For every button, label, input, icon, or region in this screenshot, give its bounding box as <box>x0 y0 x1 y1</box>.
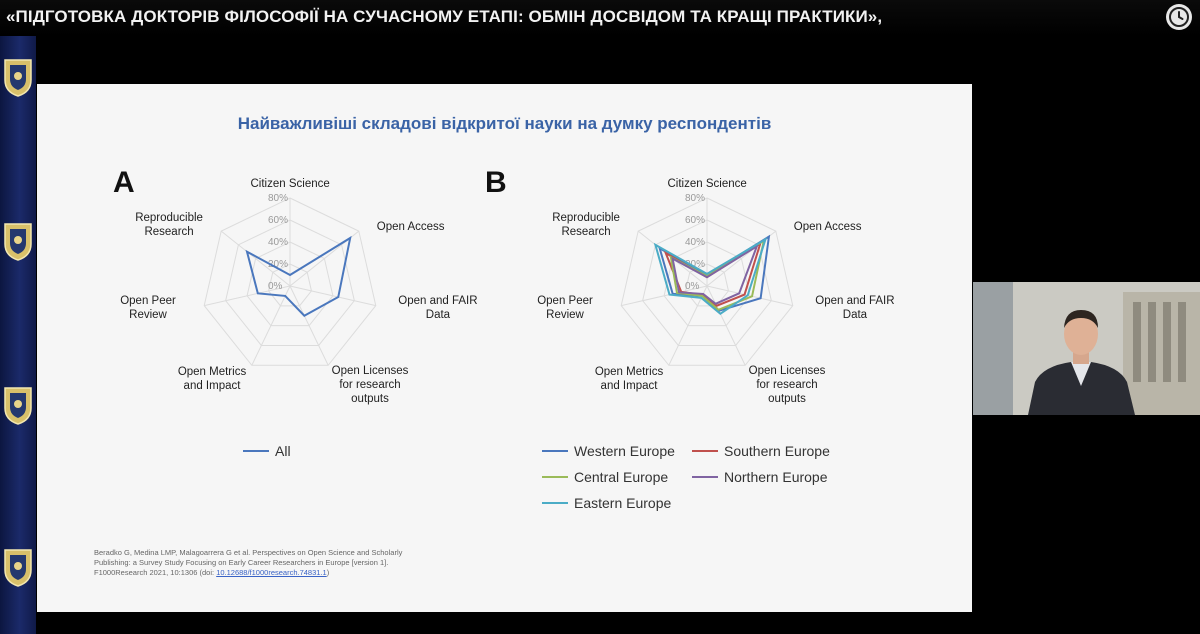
radar-axis-label: Open Metrics and Impact <box>177 366 247 393</box>
radar-axis-label: Open Access <box>376 221 445 234</box>
radar-axis-label: Open Licenses for research outputs <box>331 365 409 406</box>
radar-grid-ring <box>246 241 334 327</box>
radar-tick-label: 60% <box>685 215 705 226</box>
legend-item: Central Europe <box>542 469 668 485</box>
legend-item: Western Europe <box>542 443 675 459</box>
radar-spoke <box>204 285 291 307</box>
radar-tick-label: 60% <box>268 215 288 226</box>
legend-item: Northern Europe <box>692 469 828 485</box>
radar-axis-label: Open Peer Review <box>537 294 593 321</box>
emblem-icon <box>2 220 34 262</box>
radar-chart-b: 0% 20% 40% 60% 80% <box>620 193 794 366</box>
video-title-bar: «ПІДГОТОВКА ДОКТОРІВ ФІЛОСОФІЇ НА СУЧАСН… <box>0 0 1200 36</box>
citation-body: Beradko G, Medina LMP, Malagoarrera G et… <box>94 548 403 577</box>
radar-axis-label: Open Metrics and Impact <box>594 366 664 393</box>
legend-label: Northern Europe <box>724 469 828 485</box>
emblem-icon <box>2 546 34 588</box>
radar-chart-a: 0% 20% 40% 60% 80% <box>203 193 377 366</box>
radar-tick-label: 20% <box>268 259 288 270</box>
radar-axis-label: Open Licenses for research outputs <box>748 365 826 406</box>
radar-tick-label: 20% <box>685 259 705 270</box>
radar-spoke <box>289 285 376 307</box>
legend-label: All <box>275 443 291 459</box>
radar-tick-label: 0% <box>685 281 700 292</box>
clock-icon <box>1169 7 1189 27</box>
radar-series-line <box>653 237 768 315</box>
radar-spoke <box>289 285 329 366</box>
legend-label: Eastern Europe <box>574 495 672 511</box>
radar-grid-ring <box>203 197 377 366</box>
radar-tick-label: 40% <box>268 237 288 248</box>
radar-series-line <box>671 243 759 306</box>
speaker-webcam-feed <box>973 282 1200 415</box>
radar-axis-label: Open and FAIR Data <box>398 294 478 321</box>
slide-title: Найважливіші складові відкритої науки на… <box>237 114 772 133</box>
radar-grid-ring <box>225 219 355 346</box>
legend-item: All <box>243 443 291 459</box>
radar-spoke <box>220 230 291 287</box>
legend-swatch <box>542 502 568 504</box>
citation-end: ) <box>326 568 330 577</box>
radar-tick-label: 80% <box>268 193 288 204</box>
radar-grid-ring <box>620 197 794 366</box>
radar-tick-label: 40% <box>685 237 705 248</box>
radar-series-line <box>245 235 352 317</box>
legend-label: Central Europe <box>574 469 669 485</box>
legend-item: Southern Europe <box>692 443 830 459</box>
radar-tick-label: 0% <box>268 281 283 292</box>
radar-axis-label: Citizen Science <box>250 178 330 190</box>
left-decorative-strip <box>0 36 36 634</box>
legend-swatch <box>692 450 718 452</box>
emblem-icon <box>2 384 34 426</box>
radar-grid-ring <box>268 263 312 307</box>
radar-tick-label: 80% <box>685 193 705 204</box>
radar-spoke <box>621 285 708 307</box>
legend-swatch <box>692 476 718 478</box>
citation-text: Beradko G, Medina LMP, Malagoarrera G et… <box>94 548 424 578</box>
radar-axis-label: Open Access <box>793 221 862 234</box>
legend-swatch <box>542 450 568 452</box>
radar-grid-ring <box>685 263 729 307</box>
radar-axis-label: Reproducible Research <box>552 212 620 239</box>
radar-axis-label: Open Peer Review <box>120 294 176 321</box>
radar-axis-label: Citizen Science <box>667 178 747 190</box>
radar-spoke <box>706 285 746 366</box>
presentation-slide: Найважливіші складові відкритої науки на… <box>37 84 972 612</box>
radar-spoke <box>706 285 793 307</box>
panel-b-letter: B <box>485 166 507 199</box>
radar-spoke <box>668 285 708 366</box>
radar-axis-label: Open and FAIR Data <box>815 294 895 321</box>
legend-label: Western Europe <box>574 443 675 459</box>
radar-axis-label: Reproducible Research <box>135 212 203 239</box>
radar-series-line <box>663 241 763 307</box>
video-title: «ПІДГОТОВКА ДОКТОРІВ ФІЛОСОФІЇ НА СУЧАСН… <box>6 7 883 26</box>
legend-swatch <box>542 476 568 478</box>
watch-later-button[interactable] <box>1166 4 1192 30</box>
radar-spoke <box>251 285 291 366</box>
legend-item: Eastern Europe <box>542 495 671 511</box>
speaker-video <box>973 282 1200 415</box>
citation-doi-link[interactable]: 10.12688/f1000research.74831.1 <box>216 568 327 577</box>
emblem-icon <box>2 56 34 98</box>
legend-swatch <box>243 450 269 452</box>
legend-label: Southern Europe <box>724 443 830 459</box>
panel-a-letter: A <box>113 166 135 199</box>
